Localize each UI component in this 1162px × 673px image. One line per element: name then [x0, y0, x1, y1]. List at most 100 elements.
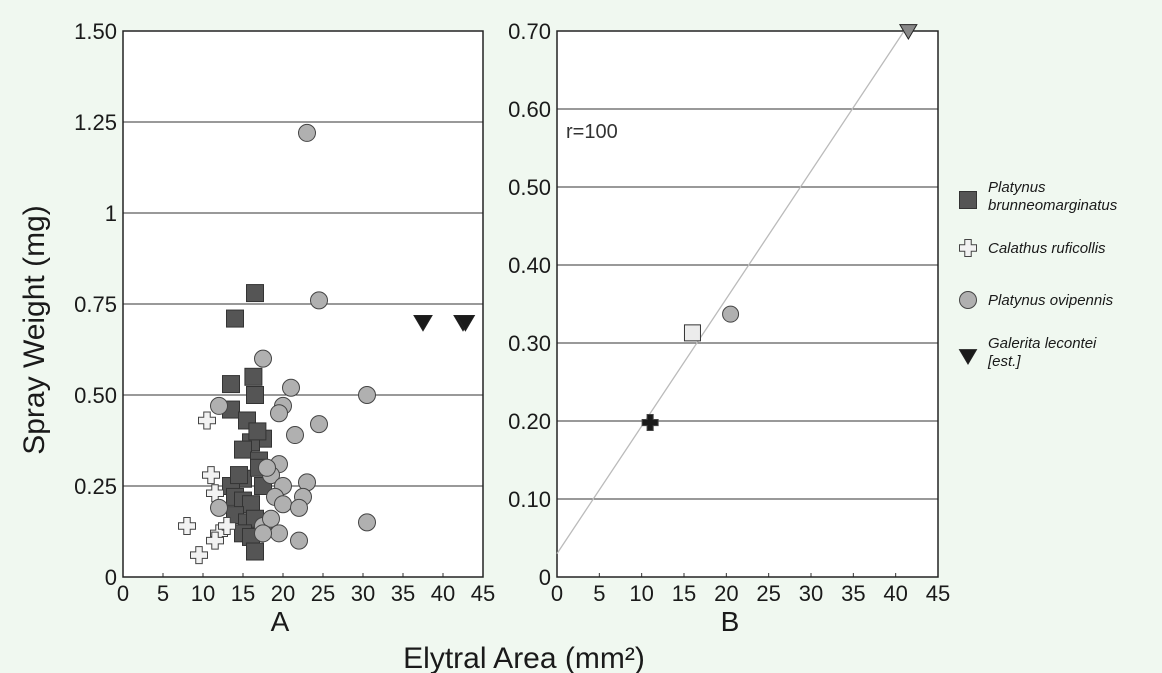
x-tick-label: 25: [311, 581, 335, 606]
data-point: [641, 414, 659, 432]
legend-marker: [959, 291, 977, 309]
panel-b: 0 0.10 0.20 0.30 0.40 0.50 0.60 0.70 0 5 10 15 20 25 3…: [508, 19, 950, 637]
data-point: [206, 531, 224, 550]
x-tick-label: 40: [431, 581, 455, 606]
panel-letter: B: [721, 606, 740, 637]
data-point: [270, 524, 288, 543]
x-tick-label: 20: [271, 581, 295, 606]
panel-letter: A: [271, 606, 290, 637]
y-axis-title: Spray Weight (mg): [18, 205, 51, 455]
series-galerita-lecontei-est-: [413, 314, 476, 332]
data-point: [683, 324, 701, 342]
data-point: [178, 517, 196, 536]
data-point: [722, 305, 740, 323]
data-point: [254, 524, 272, 543]
data-point: [258, 458, 276, 477]
legend-label: Platynus: [988, 179, 1046, 196]
x-tick-label: 0: [117, 581, 129, 606]
series-calathus-ruficollis: [178, 411, 236, 565]
x-tick-label: 15: [231, 581, 255, 606]
data-point: [202, 466, 220, 485]
trend-line: [556, 30, 905, 554]
data-point: [244, 367, 263, 386]
legend-label: brunneomarginatus: [988, 197, 1118, 214]
y-tick-label: 0: [539, 565, 551, 590]
x-tick-label: 10: [191, 581, 215, 606]
data-point: [898, 24, 918, 41]
data-point: [198, 411, 216, 430]
y-tick-label: 0.30: [508, 331, 551, 356]
y-tick-label: 0.50: [508, 175, 551, 200]
x-tick-label: 0: [551, 581, 563, 606]
data-point: [358, 513, 376, 532]
legend-label: Galerita lecontei: [988, 335, 1097, 352]
legend-item: Calathus ruficollis: [959, 239, 1106, 257]
data-point: [234, 440, 252, 459]
x-axis-title: Elytral Area (mm²): [403, 642, 645, 673]
data-point: [274, 495, 292, 514]
data-point: [210, 498, 228, 517]
data-point: [226, 309, 244, 328]
data-point: [254, 349, 272, 368]
y-tick-label: 0.40: [508, 253, 551, 278]
x-tick-label: 30: [799, 581, 823, 606]
x-tick-label: 20: [714, 581, 738, 606]
x-tick-label: 5: [157, 581, 169, 606]
correlation-annotation: r=100: [566, 121, 618, 143]
plot-frame: [556, 30, 939, 578]
legend-marker: [958, 349, 978, 366]
legend-label: Calathus ruficollis: [988, 240, 1106, 257]
y-tick-label: 0.25: [74, 474, 117, 499]
legend-label: [est.]: [987, 353, 1021, 370]
data-point: [310, 415, 328, 434]
plot-area: [557, 31, 938, 577]
x-tick-label: 35: [841, 581, 865, 606]
panel-a: 0 0.25 0.50 0.75 1 1.25 1.50 0 5 10 15 20 25 30 35 40 45…: [74, 19, 495, 637]
legend-marker: [959, 239, 977, 257]
series-platynus-ovipennis: [210, 123, 376, 550]
data-point: [455, 314, 476, 332]
y-tick-label: 1.50: [74, 19, 117, 44]
x-tick-label: 5: [593, 581, 605, 606]
data-point: [310, 291, 328, 310]
legend-item: Galerita lecontei[est.]: [958, 335, 1097, 370]
x-tick-label: 30: [351, 581, 375, 606]
data-point: [413, 314, 433, 332]
y-tick-label: 0.50: [74, 383, 117, 408]
x-tick-label: 10: [629, 581, 653, 606]
y-tick-label: 0.70: [508, 19, 551, 44]
data-point: [230, 466, 248, 485]
plot-frame: [122, 30, 484, 578]
data-point: [218, 517, 236, 536]
data-point: [210, 396, 228, 415]
y-tick-label: 1: [105, 201, 117, 226]
x-tick-label: 25: [756, 581, 780, 606]
data-point: [190, 546, 208, 565]
y-tick-label: 0.75: [74, 292, 117, 317]
data-point: [246, 386, 264, 404]
y-tick-label: 0.20: [508, 409, 551, 434]
series-platynus-brunneomarginatus: [222, 284, 272, 561]
data-point: [358, 386, 376, 404]
x-tick-label: 45: [471, 581, 495, 606]
data-point: [246, 542, 264, 561]
x-tick-label: 45: [926, 581, 950, 606]
x-tick-label: 40: [883, 581, 907, 606]
data-point: [298, 123, 316, 142]
y-tick-label: 1.25: [74, 110, 117, 135]
data-point: [248, 422, 267, 441]
y-tick-label: 0.10: [508, 487, 551, 512]
x-tick-label: 35: [391, 581, 415, 606]
data-point: [290, 531, 308, 550]
data-point: [290, 498, 308, 517]
legend-item: Platynus ovipennis: [959, 291, 1114, 309]
data-point: [222, 375, 240, 394]
y-tick-label: 0.60: [508, 97, 551, 122]
data-point: [282, 378, 300, 397]
data-point: [246, 284, 264, 303]
legend-marker: [959, 191, 977, 209]
data-point: [286, 426, 304, 445]
